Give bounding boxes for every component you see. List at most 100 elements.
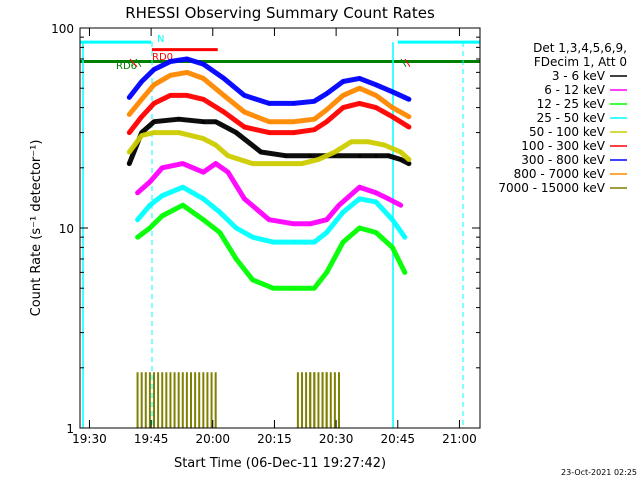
x-tick-label: 20:30 (319, 432, 354, 446)
series-4-point (251, 162, 255, 166)
series-4-point (140, 134, 144, 138)
series-0-point (259, 150, 263, 154)
series-0-point (386, 154, 390, 158)
plot-marks: N RD0 RD6 (80, 34, 480, 428)
series-2-point (271, 286, 275, 290)
series-1-point (226, 170, 230, 174)
legend: Det 1,3,4,5,6,9, FDecim 1, Att 0 3 - 6 k… (498, 41, 627, 195)
series-5-point (374, 106, 378, 110)
series-line-0 (126, 116, 412, 167)
series-3-point (390, 218, 394, 222)
legend-label: 300 - 800 keV (521, 153, 605, 167)
series-7-point (312, 117, 316, 121)
series-4-point (349, 140, 353, 144)
series-6-point (242, 93, 246, 97)
series-7-point (358, 86, 362, 90)
series-3-point (271, 240, 275, 244)
legend-label: 800 - 7000 keV (514, 167, 606, 181)
series-3-point (201, 197, 205, 201)
legend-header-line-1: Det 1,3,4,5,6,9, (533, 41, 627, 55)
series-1-point (267, 218, 271, 222)
series-4-point (316, 158, 320, 162)
series-3-point (251, 235, 255, 239)
series-5-point (267, 131, 271, 135)
x-axis-label: Start Time (06-Dec-11 19:27:42) (174, 456, 386, 471)
legend-label: 12 - 25 keV (537, 97, 606, 111)
series-1-point (399, 203, 403, 207)
series-0-point (399, 158, 403, 162)
series-5-point (140, 115, 144, 119)
series-6-point (201, 62, 205, 66)
legend-label: 50 - 100 keV (529, 125, 606, 139)
series-3-point (218, 210, 222, 214)
series-2-point (312, 286, 316, 290)
series-7-point (201, 76, 205, 80)
series-3-point (358, 197, 362, 201)
footer-timestamp: 23-Oct-2021 02:25 (561, 468, 637, 477)
y-tick-label: 100 (51, 22, 74, 36)
series-5-point (390, 115, 394, 119)
x-tick-label: 20:00 (195, 432, 230, 446)
series-1-point (148, 180, 152, 184)
series-4-point (333, 150, 337, 154)
series-4-point (201, 137, 205, 141)
edge-spike-1 (135, 58, 142, 68)
legend-label: 6 - 12 keV (544, 83, 606, 97)
chart-title: RHESSI Observing Summary Count Rates (125, 4, 435, 22)
series-5-point (358, 101, 362, 105)
series-6-point (325, 92, 329, 96)
series-6-point (374, 83, 378, 87)
legend-header-line-2: FDecim 1, Att 0 (534, 55, 627, 69)
series-6-point (390, 90, 394, 94)
legend-label: 3 - 6 keV (552, 69, 606, 83)
series-3-point (341, 210, 345, 214)
series-5-point (242, 125, 246, 129)
series-0-point (201, 120, 205, 124)
series-6-point (152, 68, 156, 72)
series-2-point (201, 218, 205, 222)
series-7-point (374, 93, 378, 97)
series-4-point (152, 131, 156, 135)
series-3-point (136, 218, 140, 222)
series-6-point (341, 80, 345, 84)
y-tick-label: 1 (66, 422, 74, 436)
series-0-point (127, 162, 131, 166)
series-1-point (358, 185, 362, 189)
series-3-point (312, 240, 316, 244)
series-4-point (300, 162, 304, 166)
series-6-point (127, 95, 131, 99)
series-0-point (308, 154, 312, 158)
series-4-point (177, 131, 181, 135)
y-axis-label: Count Rate (s⁻¹ detector⁻¹) (29, 140, 44, 317)
series-7-point (407, 115, 411, 119)
series-7-point (152, 83, 156, 87)
series-5-point (152, 101, 156, 105)
series-2-point (403, 270, 407, 274)
x-tick-label: 21:00 (442, 432, 477, 446)
series-3-point (325, 230, 329, 234)
series-4-point (214, 143, 218, 147)
series-0-point (358, 154, 362, 158)
series-0-point (374, 154, 378, 158)
series-7-point (185, 70, 189, 74)
x-tick-label: 19:30 (72, 432, 107, 446)
edge-spike-0 (129, 58, 138, 68)
series-0-point (407, 162, 411, 166)
series-7-point (267, 120, 271, 124)
series-2-point (218, 230, 222, 234)
series-1-point (386, 197, 390, 201)
series-6-point (185, 57, 189, 61)
series-1-point (160, 166, 164, 170)
series-7-point (325, 108, 329, 112)
series-5-point (312, 128, 316, 132)
series-5-point (325, 120, 329, 124)
series-1-point (308, 222, 312, 226)
series-6-point (292, 101, 296, 105)
series-1-point (201, 170, 205, 174)
series-5-point (292, 131, 296, 135)
series-1-point (181, 162, 185, 166)
series-7-point (140, 97, 144, 101)
series-2-point (390, 245, 394, 249)
flag-bar-label-2: RD0 (152, 52, 173, 63)
